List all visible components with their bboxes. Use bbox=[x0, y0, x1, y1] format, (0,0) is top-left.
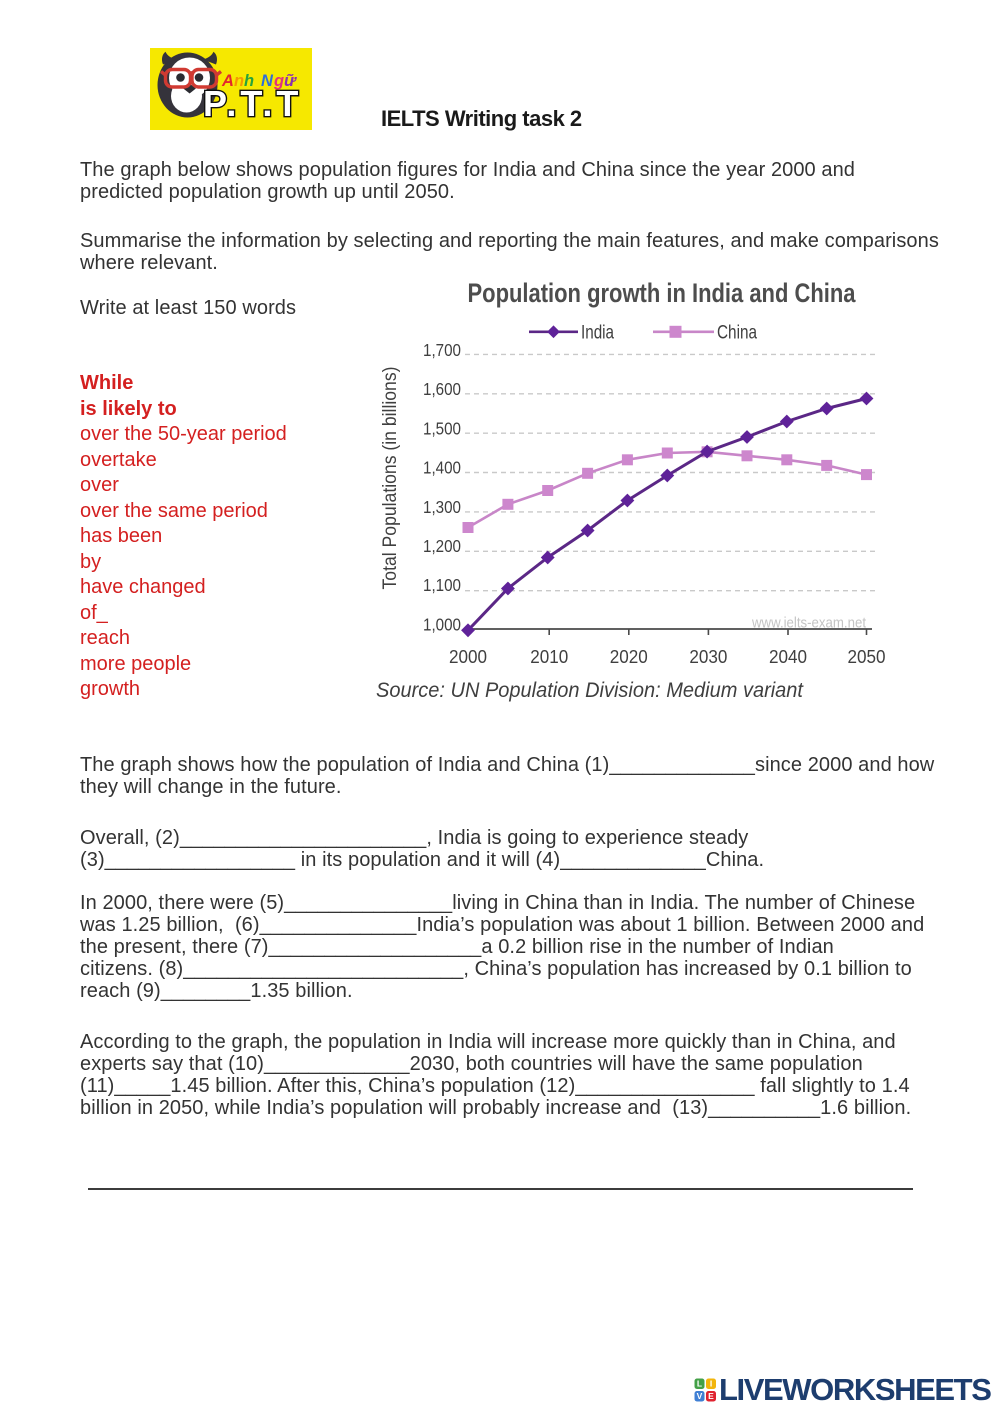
svg-text:1,000: 1,000 bbox=[423, 614, 461, 634]
svg-text:E: E bbox=[708, 1391, 714, 1401]
svg-text:g: g bbox=[273, 72, 284, 90]
svg-text:1,500: 1,500 bbox=[423, 418, 461, 438]
svg-text:1,100: 1,100 bbox=[423, 575, 461, 595]
svg-text:ữ: ữ bbox=[284, 72, 297, 90]
svg-text:1,200: 1,200 bbox=[423, 536, 461, 556]
svg-text:1,300: 1,300 bbox=[423, 497, 461, 517]
svg-text:India: India bbox=[581, 323, 614, 344]
svg-text:Source: UN Population Division: Source: UN Population Division: Medium v… bbox=[376, 679, 804, 702]
svg-text:www.ielts-exam.net: www.ielts-exam.net bbox=[751, 615, 867, 632]
svg-text:1,600: 1,600 bbox=[423, 379, 461, 399]
svg-text:2010: 2010 bbox=[530, 646, 568, 667]
svg-text:L: L bbox=[697, 1379, 702, 1389]
svg-text:h: h bbox=[244, 72, 254, 90]
svg-text:2020: 2020 bbox=[610, 646, 648, 667]
svg-text:V: V bbox=[697, 1391, 703, 1401]
svg-text:2000: 2000 bbox=[449, 646, 487, 667]
svg-text:2050: 2050 bbox=[848, 646, 886, 667]
svg-text:Population growth in India and: Population growth in India and China bbox=[468, 278, 857, 308]
svg-text:2040: 2040 bbox=[769, 646, 807, 667]
svg-text:1,400: 1,400 bbox=[423, 458, 461, 478]
svg-text:Total Populations (in billions: Total Populations (in billions) bbox=[380, 367, 401, 590]
svg-text:N: N bbox=[261, 72, 274, 90]
svg-text:2030: 2030 bbox=[689, 646, 727, 667]
svg-text:I: I bbox=[710, 1379, 712, 1389]
svg-text:A: A bbox=[221, 72, 234, 90]
svg-text:1,700: 1,700 bbox=[423, 340, 461, 360]
svg-text:n: n bbox=[234, 72, 244, 90]
svg-text:China: China bbox=[717, 323, 757, 344]
svg-text:P.T.T: P.T.T bbox=[203, 83, 302, 124]
